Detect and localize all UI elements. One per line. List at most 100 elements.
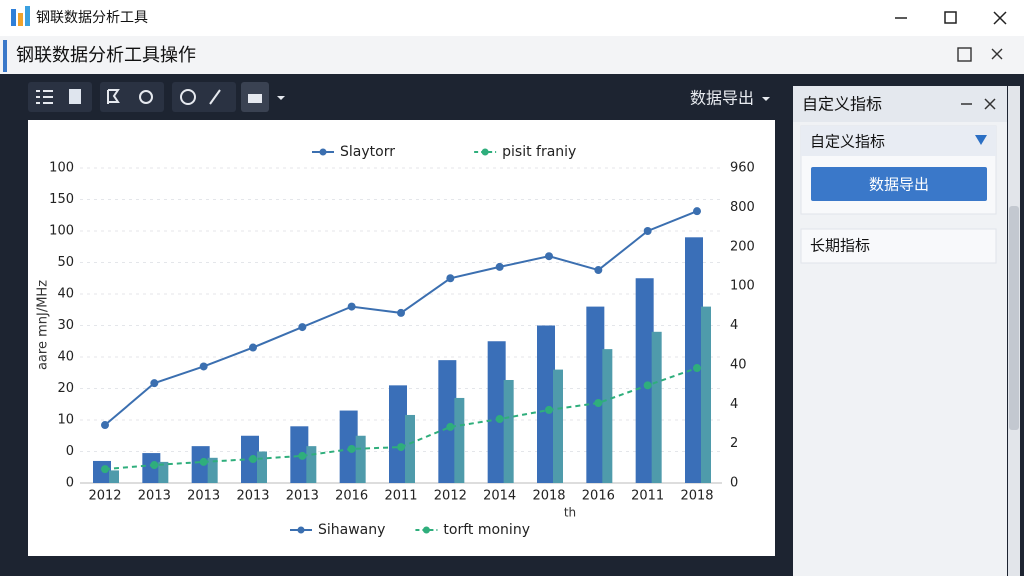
point <box>397 308 405 317</box>
y-tick-label: 0 <box>66 476 74 491</box>
bar <box>306 446 317 483</box>
y-tick-label: 0 <box>66 444 74 459</box>
export-menu[interactable]: 数据导出 <box>690 89 754 108</box>
indicator-card[interactable] <box>800 228 997 264</box>
point <box>594 266 603 275</box>
maximize[interactable] <box>944 11 957 24</box>
y2-tick-label: 960 <box>730 161 755 176</box>
save-icon[interactable] <box>69 89 81 104</box>
close[interactable] <box>993 11 1007 25</box>
app-icon <box>25 6 30 26</box>
header-accent <box>3 40 7 72</box>
bar <box>158 461 169 483</box>
point <box>545 252 553 261</box>
legend-label: pisit franiy <box>502 144 576 160</box>
legend-marker <box>319 148 327 156</box>
y-tick-label: 40 <box>57 350 74 365</box>
point <box>397 443 405 452</box>
link-icon[interactable] <box>209 89 221 105</box>
close-side-panel[interactable] <box>984 98 996 110</box>
legend-label: Slaytorr <box>340 144 395 160</box>
scrollbar-thumb[interactable] <box>1009 206 1019 430</box>
legend-marker <box>297 526 305 534</box>
legend-label: Sihawany <box>318 522 385 538</box>
close-panel[interactable] <box>991 48 1003 60</box>
bar <box>602 349 613 483</box>
app-icon <box>18 13 23 26</box>
bar <box>553 369 563 483</box>
indicator-row[interactable] <box>801 126 996 156</box>
export-button[interactable] <box>811 167 987 201</box>
bar <box>635 278 654 483</box>
x-tick-label: 2013 <box>138 489 171 504</box>
point <box>594 398 603 407</box>
x-tick-label: 2011 <box>631 489 664 504</box>
y-axis-label: aare mnJ/MHz <box>36 280 51 370</box>
indicator-item[interactable]: 自定义指标 <box>810 133 885 151</box>
bar <box>191 446 210 483</box>
export-button-label[interactable]: 数据导出 <box>869 176 929 194</box>
x-tick-label: 2013 <box>236 489 269 504</box>
point <box>101 465 109 474</box>
point <box>347 302 356 311</box>
x-axis-label: th <box>564 506 576 520</box>
point <box>495 262 504 271</box>
app-icon <box>11 9 16 26</box>
bar <box>651 331 662 483</box>
point <box>150 379 159 388</box>
legend-marker <box>481 148 489 156</box>
point <box>446 274 455 283</box>
point <box>545 405 553 414</box>
pin-button[interactable] <box>957 47 972 62</box>
bar <box>487 341 506 483</box>
point <box>101 421 109 430</box>
point <box>643 227 652 235</box>
y-tick-label: 30 <box>57 318 74 333</box>
legend-marker <box>422 526 430 534</box>
dropdown-arrow[interactable] <box>762 97 770 101</box>
zoom-icon[interactable] <box>139 90 153 104</box>
y2-tick-label: 100 <box>730 279 755 294</box>
x-tick-label: 2018 <box>680 489 713 504</box>
y2-tick-label: 4 <box>730 318 738 333</box>
x-tick-label: 2016 <box>335 489 368 504</box>
y2-tick-label: 2 <box>730 436 738 451</box>
list-icon[interactable] <box>36 90 53 104</box>
title-bar <box>0 0 1024 36</box>
bar <box>355 435 366 483</box>
y-tick-label: 50 <box>57 255 74 270</box>
bar <box>207 457 218 483</box>
x-tick-label: 2018 <box>532 489 565 504</box>
point <box>199 362 208 371</box>
indicator-item[interactable]: 长期指标 <box>810 237 870 255</box>
bar <box>405 414 415 483</box>
tool-group <box>100 82 164 112</box>
bar <box>389 385 407 483</box>
filter-icon[interactable] <box>975 135 987 145</box>
point <box>249 343 257 352</box>
y-tick-label: 10 <box>57 413 74 428</box>
point <box>199 457 208 466</box>
bar <box>537 325 555 483</box>
flag-icon[interactable] <box>107 89 120 104</box>
bar <box>438 360 457 483</box>
bar <box>701 306 711 483</box>
dropdown-arrow[interactable] <box>277 96 285 100</box>
point <box>150 461 159 470</box>
bar <box>257 451 267 483</box>
side-panel-title: 自定义指标 <box>802 95 882 114</box>
bar <box>93 460 111 483</box>
legend-label: torft moniny <box>443 522 530 538</box>
bar <box>454 397 465 483</box>
print-icon[interactable] <box>248 94 262 103</box>
x-tick-label: 2013 <box>286 489 319 504</box>
refresh-icon[interactable] <box>180 89 196 105</box>
point <box>446 422 455 431</box>
y-tick-label: 100 <box>49 224 74 239</box>
bar <box>586 306 605 483</box>
y2-tick-label: 4 <box>730 397 738 412</box>
header-title: 钢联数据分析工具操作 <box>16 45 196 66</box>
x-tick-label: 2011 <box>384 489 417 504</box>
